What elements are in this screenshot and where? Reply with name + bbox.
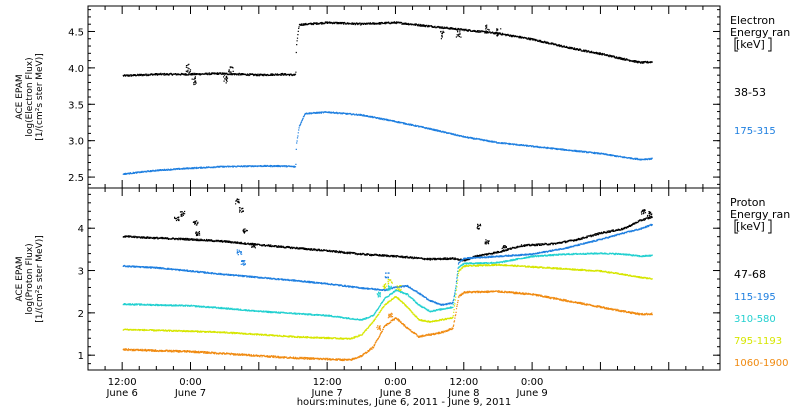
x-tick-time-label: 0:00: [384, 377, 406, 388]
proton-series-1060-1900-points: [122, 290, 653, 362]
electron-legend-title: Energy ran: [730, 26, 790, 39]
x-tick-time-label: 0:00: [521, 377, 543, 388]
electron-ytick-label: 3.0: [68, 137, 84, 148]
proton-legend-115-195: 115-195: [734, 292, 776, 303]
proton-series-795-1193: [122, 263, 653, 340]
proton-series-115-195: [122, 223, 653, 306]
proton-legend-47-68: 47-68: [734, 268, 766, 281]
proton-series-47-68: [122, 198, 653, 262]
electron-ytick-label: 3.5: [68, 100, 84, 111]
x-tick-date-label: June 6: [105, 388, 137, 399]
electron-ytick-label: 4.5: [68, 27, 84, 38]
electron-series-38-53: [122, 21, 653, 86]
electron-legend-title: [keV]: [736, 38, 765, 51]
proton-ylabel-line: log(Proton Flux): [25, 243, 35, 314]
x-tick-date-label: June 7: [174, 388, 206, 399]
proton-legend-title: [keV]: [736, 220, 765, 233]
proton-ylabel-line: ACE EPAM: [15, 256, 25, 301]
electron-ylabel-line: [1/(cm²s ster MeV)]: [35, 53, 45, 140]
electron-series-175-315: [122, 111, 653, 175]
electron-series-38-53-points: [122, 21, 653, 86]
x-axis-label: hours:minutes, June 6, 2011 - June 9, 20…: [297, 397, 512, 408]
electron-legend-38-53: 38-53: [734, 86, 766, 99]
electron-ylabel-line: log(Electron Flux): [25, 57, 35, 136]
proton-ytick-label: 4: [78, 224, 84, 235]
proton-legend-title: Proton: [730, 196, 765, 209]
electron-ylabel-line: ACE EPAM: [15, 74, 25, 119]
electron-panel-frame: [87, 5, 721, 189]
proton-series-1060-1900: [122, 290, 653, 362]
proton-legend-bracket: [734, 219, 772, 234]
electron-legend-bracket: [734, 37, 772, 52]
x-tick-date-label: June 8: [447, 388, 479, 399]
electron-ytick-label: 4.0: [68, 64, 84, 75]
x-tick-date-label: June 8: [379, 388, 411, 399]
proton-ytick-label: 1: [78, 351, 84, 362]
electron-legend-175-315: 175-315: [734, 126, 776, 137]
proton-legend-795-1193: 795-1193: [734, 336, 782, 347]
proton-ytick-label: 3: [78, 267, 84, 278]
proton-ylabel-line: [1/(cm²s ster MeV)]: [35, 235, 45, 322]
proton-series-795-1193-points: [122, 263, 653, 340]
x-tick-time-label: 12:00: [313, 377, 342, 388]
proton-series-115-195-points: [122, 223, 653, 306]
x-tick-date-label: June 9: [515, 388, 547, 399]
proton-ytick-label: 2: [78, 309, 84, 320]
x-tick-time-label: 12:00: [449, 377, 478, 388]
electron-series-175-315-points: [122, 111, 653, 175]
proton-legend-1060-1900: 1060-1900: [734, 358, 789, 369]
electron-ytick-label: 2.5: [68, 173, 84, 184]
electron-legend-title: Electron: [730, 14, 775, 27]
proton-series-310-580-points: [122, 252, 653, 321]
proton-series-310-580: [122, 252, 653, 321]
proton-series-47-68-points: [122, 198, 653, 262]
proton-legend-310-580: 310-580: [734, 314, 776, 325]
proton-legend-title: Energy ran: [730, 208, 790, 221]
x-tick-time-label: 0:00: [179, 377, 201, 388]
x-tick-date-label: June 7: [310, 388, 342, 399]
x-tick-time-label: 12:00: [108, 377, 137, 388]
